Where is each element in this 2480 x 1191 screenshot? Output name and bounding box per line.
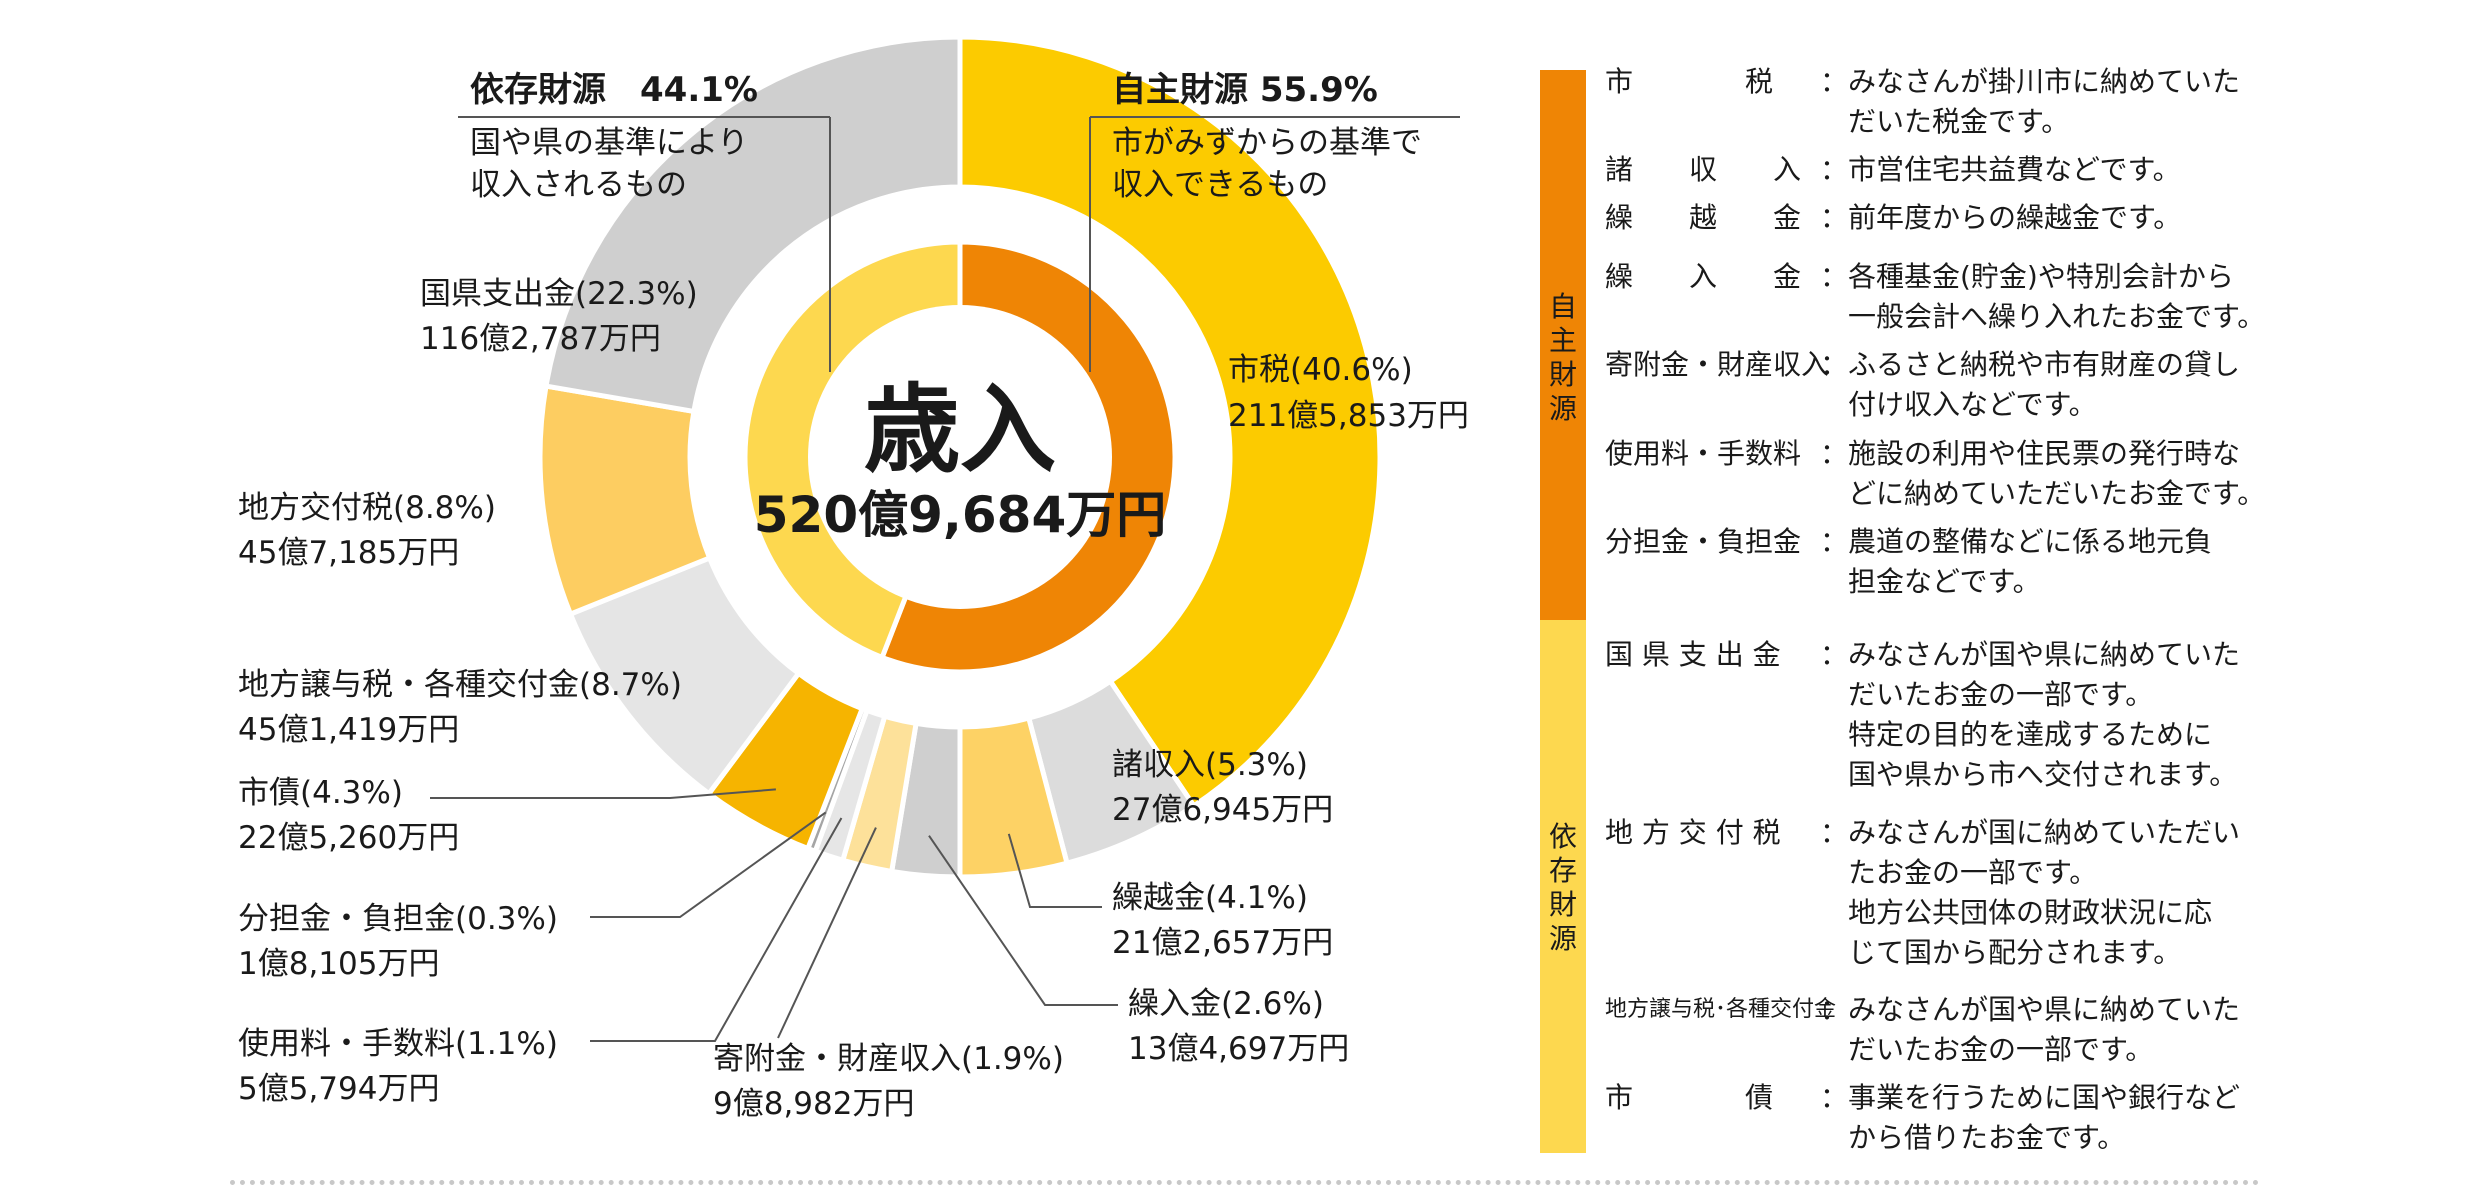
glossary-term-7: 国 県 支 出 金 (1605, 638, 1781, 671)
glossary-definition-line: ：みなさんが国や県に納めていた (1820, 638, 2241, 671)
slice-label-shizei: 市税(40.6%) (1228, 352, 1413, 388)
leader-line-shisai (430, 788, 776, 799)
own-header-title: 自主財源 55.9% (1112, 70, 1378, 110)
glossary-term-1: 諸 収 入 (1605, 153, 1802, 186)
glossary-definition-line: 一般会計へ繰り入れたお金です。 (1820, 300, 2266, 333)
own-header-desc-2: 収入できるもの (1112, 167, 1329, 203)
glossary-definition-line: 担金などです。 (1820, 565, 2041, 598)
glossary-term-0: 市 税 (1605, 65, 1774, 98)
glossary-definition-line: ：ふるさと納税や市有財産の貸し (1820, 348, 2241, 381)
glossary-definition-line: どに納めていただいたお金です。 (1820, 477, 2266, 510)
slice-amount-shoshunyu: 27億6,945万円 (1112, 792, 1334, 828)
dependent-header-title: 依存財源 44.1% (470, 70, 758, 110)
glossary-definition-line: ：農道の整備などに係る地元負 (1820, 525, 2213, 558)
slice-amount-shisai: 22億5,260万円 (238, 820, 460, 856)
glossary-definition-line: ：みなさんが国や県に納めていた (1820, 993, 2241, 1026)
slice-label-shiyoryo: 使用料・手数料(1.1%) (238, 1026, 558, 1062)
glossary-definition-9: ：みなさんが国や県に納めていた だいたお金の一部です。 (1820, 990, 2240, 1070)
slice-amount-shizei: 211億5,853万円 (1228, 398, 1469, 434)
glossary-definition-line: 特定の目的を達成するために (1820, 718, 2213, 751)
dependent-header-desc-1: 国や県の基準により (470, 125, 749, 161)
glossary-definition-line: ：みなさんが国に納めていただい (1820, 816, 2241, 849)
glossary-definition-5: ：施設の利用や住民票の発行時な どに納めていただいたお金です。 (1820, 434, 2265, 514)
glossary-definition-line: たお金の一部です。 (1820, 856, 2098, 889)
glossary-definition-4: ：ふるさと納税や市有財産の貸し 付け収入などです。 (1820, 345, 2240, 425)
glossary-definition-0: ：みなさんが掛川市に納めていた だいた税金です。 (1820, 62, 2240, 142)
slice-amount-kifukin: 9億8,982万円 (713, 1086, 915, 1122)
glossary-term-10: 市 債 (1605, 1081, 1774, 1114)
slice-label-joyozei: 地方譲与税・各種交付金(8.7%) (238, 667, 682, 703)
glossary-definition-line: だいたお金の一部です。 (1820, 678, 2154, 711)
glossary-definition-6: ：農道の整備などに係る地元負 担金などです。 (1820, 522, 2212, 602)
glossary-definition-1: ：市営住宅共益費などです。 (1820, 150, 2181, 190)
glossary-definition-line: 国や県から市へ交付されます。 (1820, 758, 2238, 791)
slice-label-kurikoshi: 繰越金(4.1%) (1112, 880, 1308, 916)
leader-line-buntankin (590, 811, 827, 918)
sidebar-dependent-bar: 依 存 財 源 (1540, 620, 1586, 1153)
glossary-definition-3: ：各種基金(貯金)や特別会計から 一般会計へ繰り入れたお金です。 (1820, 257, 2265, 337)
glossary-definition-2: ：前年度からの繰越金です。 (1820, 198, 2181, 238)
sidebar-own-fill (1540, 70, 1586, 620)
own-header-desc-1: 市がみずからの基準で (1112, 125, 1422, 161)
glossary-definition-line: じて国から配分されます。 (1820, 936, 2182, 969)
glossary-term-6: 分担金・負担金 (1605, 525, 1802, 558)
dependent-header-desc-2: 収入されるもの (470, 167, 687, 203)
outer-slice-10 (543, 34, 963, 415)
sidebar-own-label: 自 主 財 源 (1548, 290, 1577, 425)
glossary-definition-line: 付け収入などです。 (1820, 388, 2097, 421)
leader-line-shiyoryo (590, 817, 843, 1042)
slice-amount-buntankin: 1億8,105万円 (238, 946, 440, 982)
slice-label-kokenshishutsu: 国県支出金(22.3%) (420, 276, 698, 312)
glossary-definition-line: 地方公共団体の財政状況に応 (1820, 896, 2213, 929)
glossary-definition-8: ：みなさんが国に納めていただい たお金の一部です。 地方公共団体の財政状況に応 … (1820, 813, 2240, 973)
sidebar-own-bar: 自 主 財 源 (1540, 70, 1586, 620)
leader-line-kifukin (777, 827, 877, 1039)
glossary-definition-line: だいた税金です。 (1820, 105, 2070, 138)
slice-label-kuriire: 繰入金(2.6%) (1128, 986, 1324, 1022)
slice-label-buntankin: 分担金・負担金(0.3%) (238, 901, 558, 937)
chart-center-title: 歳入 (864, 374, 1056, 486)
bottom-dotted-divider (230, 1180, 2260, 1185)
slice-amount-kuriire: 13億4,697万円 (1128, 1031, 1350, 1067)
leader-line-kuriire (928, 835, 1118, 1006)
sidebar-dependent-label: 依 存 財 源 (1548, 820, 1577, 955)
glossary-definition-line: ：みなさんが掛川市に納めていた (1820, 65, 2241, 98)
glossary-definition-line: ：事業を行うために国や銀行など (1820, 1081, 2241, 1114)
slice-label-shoshunyu: 諸収入(5.3%) (1112, 747, 1308, 783)
outer-slice-0 (957, 34, 1383, 810)
glossary-definition-10: ：事業を行うために国や銀行など から借りたお金です。 (1820, 1078, 2240, 1158)
glossary-term-8: 地 方 交 付 税 (1605, 816, 1781, 849)
slice-label-shisai: 市債(4.3%) (238, 775, 403, 811)
glossary-definition-line: から借りたお金です。 (1820, 1121, 2126, 1154)
leader-line-kurikoshi (1007, 833, 1102, 908)
slice-label-kifukin: 寄附金・財産収入(1.9%) (713, 1041, 1064, 1077)
glossary-definition-line: ：前年度からの繰越金です。 (1820, 201, 2182, 234)
slice-amount-joyozei: 45億1,419万円 (238, 712, 460, 748)
slice-amount-kurikoshi: 21億2,657万円 (1112, 925, 1334, 961)
glossary-term-3: 繰 入 金 (1605, 260, 1802, 293)
glossary-definition-line: だいたお金の一部です。 (1820, 1033, 2154, 1066)
glossary-term-5: 使用料・手数料 (1605, 437, 1802, 470)
sidebar-dependent-fill (1540, 620, 1586, 1153)
slice-amount-kokenshishutsu: 116億2,787万円 (420, 321, 661, 357)
slice-amount-shiyoryo: 5億5,794万円 (238, 1071, 440, 1107)
glossary-term-2: 繰 越 金 (1605, 201, 1802, 234)
chart-center-total: 520億9,684万円 (753, 486, 1167, 544)
glossary-term-4: 寄附金・財産収入 (1605, 348, 1830, 381)
glossary-term-9: 地方譲与税･各種交付金 (1605, 997, 1837, 1022)
slice-label-kofuzei: 地方交付税(8.8%) (238, 490, 496, 526)
glossary-definition-line: ：市営住宅共益費などです。 (1820, 153, 2181, 186)
slice-amount-kofuzei: 45億7,185万円 (238, 535, 460, 571)
center-hole (808, 305, 1112, 609)
glossary-definition-line: ：各種基金(貯金)や特別会計から (1820, 260, 2234, 293)
glossary-definition-line: ：施設の利用や住民票の発行時な (1820, 437, 2241, 470)
glossary-definition-7: ：みなさんが国や県に納めていた だいたお金の一部です。 特定の目的を達成するため… (1820, 635, 2240, 795)
